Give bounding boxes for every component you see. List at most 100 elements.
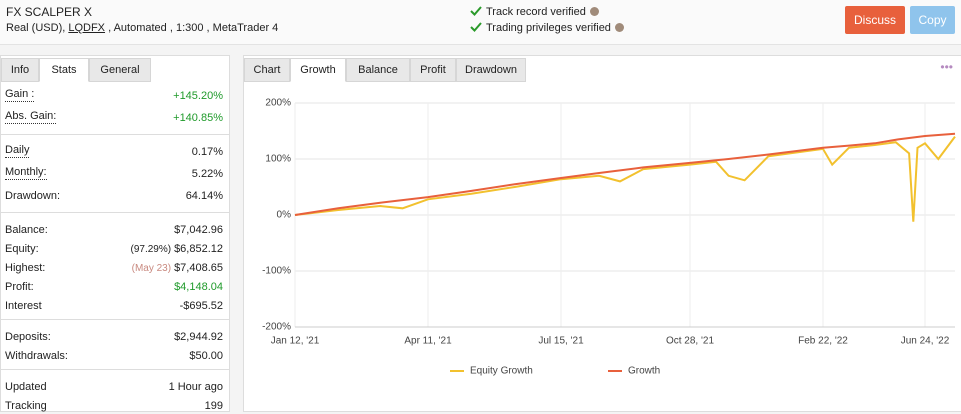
check-icon: [470, 22, 482, 32]
y-tick-label: -200%: [262, 322, 291, 333]
info-icon[interactable]: [589, 7, 599, 16]
stat-value: 64.14%: [186, 188, 223, 204]
chart-menu[interactable]: •••: [940, 60, 953, 74]
stat-row: Withdrawals: $50.00: [5, 348, 223, 364]
stat-row: Equity: (97.29%) $6,852.12: [5, 241, 223, 257]
stat-label[interactable]: Monthly:: [5, 166, 47, 180]
stat-value-text: $2,944.92: [174, 331, 223, 343]
title: FX SCALPER X: [6, 5, 93, 19]
stat-value: $50.00: [189, 348, 223, 364]
stat-value-text: 199: [204, 400, 223, 412]
stat-label: Equity:: [5, 243, 39, 255]
check-icon: [470, 6, 482, 16]
stat-label: Deposits:: [5, 331, 51, 343]
stat-row: Daily 0.17%: [5, 144, 223, 160]
stats-panel: Info Stats General Gain : +145.20% Abs. Gain:…: [0, 55, 230, 412]
stat-row: Gain : +145.20%: [5, 88, 223, 104]
x-tick-label: Jun 24, '22: [901, 336, 950, 347]
separator: [1, 134, 229, 135]
separator: [1, 319, 229, 320]
tab[interactable]: Profit: [410, 58, 456, 82]
stat-value-text: +140.85%: [173, 112, 223, 124]
stat-value: (May 23) $7,408.65: [132, 260, 223, 277]
stat-label: Balance:: [5, 224, 48, 236]
tab[interactable]: Chart: [244, 58, 290, 82]
copy-button[interactable]: Copy: [910, 6, 955, 34]
stat-row: Tracking 199: [5, 398, 223, 414]
stat-label[interactable]: Gain :: [5, 88, 35, 102]
stat-value: $7,042.96: [174, 222, 223, 238]
stat-value: -$695.52: [180, 298, 223, 314]
stat-label: Tracking: [5, 400, 47, 412]
stat-value-text: 0.17%: [191, 146, 223, 158]
verified-text: Trading privileges verified: [486, 22, 611, 34]
stat-value-text: $6,852.12: [174, 243, 223, 255]
subtitle: Real (USD), LQDFX , Automated , 1:300 , …: [6, 22, 278, 34]
stat-value: (97.29%) $6,852.12: [130, 241, 223, 258]
stat-note: (97.29%): [130, 244, 172, 255]
stat-value: 1 Hour ago: [169, 379, 223, 395]
stat-value-text: $50.00: [189, 350, 223, 362]
discuss-button[interactable]: Discuss: [845, 6, 905, 34]
broker-link[interactable]: LQDFX: [68, 22, 106, 34]
y-tick-label: 0%: [277, 210, 292, 221]
stat-value-text: 64.14%: [185, 190, 223, 202]
stat-value-text: $7,408.65: [174, 262, 223, 274]
stat-label[interactable]: Abs. Gain:: [5, 110, 57, 124]
tab[interactable]: Growth: [290, 58, 346, 82]
stat-value: 199: [205, 398, 223, 414]
tab[interactable]: Stats: [39, 58, 89, 82]
stat-label: Withdrawals:: [5, 350, 68, 362]
legend-label: Equity Growth: [470, 366, 533, 377]
x-tick-label: Apr 11, '21: [404, 336, 452, 347]
chart-panel: Chart Growth Balance Profit Drawdown •••: [243, 55, 961, 412]
separator: [1, 212, 229, 213]
stat-value: $2,944.92: [174, 329, 223, 345]
series-line: [294, 136, 956, 222]
stat-label: Highest:: [5, 262, 46, 274]
x-tick-label: Feb 22, '22: [798, 336, 848, 347]
tab[interactable]: Drawdown: [456, 58, 526, 82]
stat-row: Balance: $7,042.96: [5, 222, 223, 238]
x-tick-label: Jul 15, '21: [538, 336, 584, 347]
stat-value-text: 5.22%: [191, 168, 223, 180]
series-line: [294, 132, 956, 216]
tab[interactable]: Balance: [346, 58, 410, 82]
info-icon[interactable]: [614, 23, 624, 32]
stat-row: Abs. Gain: +140.85%: [5, 110, 223, 126]
stat-value: +145.20%: [173, 88, 223, 104]
stat-value-text: -$695.52: [179, 300, 223, 312]
verified-text: Track record verified: [486, 6, 586, 18]
separator: [1, 369, 229, 370]
stat-value: 0.17%: [192, 144, 223, 160]
stat-value: 5.22%: [192, 166, 223, 182]
y-tick-label: -100%: [262, 266, 291, 277]
stat-value-text: $7,042.96: [174, 224, 223, 236]
stat-label: Profit:: [5, 281, 34, 293]
stat-value: $4,148.04: [174, 279, 223, 295]
stat-note: (May 23): [131, 263, 172, 274]
stat-label: Drawdown:: [5, 190, 61, 202]
legend-label: Growth: [628, 366, 660, 377]
tab[interactable]: Info: [1, 58, 39, 82]
verified-item: Trading privileges verified: [470, 20, 624, 36]
stat-label[interactable]: Daily: [5, 144, 30, 158]
stat-row: Profit: $4,148.04: [5, 279, 223, 295]
x-tick-label: Jan 12, '21: [271, 336, 320, 347]
stat-value: +140.85%: [173, 110, 223, 126]
stat-value-text: $4,148.04: [174, 281, 223, 293]
stat-row: Interest -$695.52: [5, 298, 223, 314]
y-tick-label: 100%: [265, 154, 291, 165]
stat-row: Drawdown: 64.14%: [5, 188, 223, 204]
y-tick-label: 200%: [265, 98, 291, 109]
verified-item: Track record verified: [470, 4, 599, 20]
subtitle-text: Real (USD),: [6, 22, 69, 34]
stat-row: Highest: (May 23) $7,408.65: [5, 260, 223, 276]
stat-label: Interest: [5, 300, 42, 312]
header: FX SCALPER X Real (USD), LQDFX , Automat…: [0, 0, 961, 45]
subtitle-text: , Automated , 1:300 , MetaTrader 4: [105, 22, 279, 34]
stat-row: Updated 1 Hour ago: [5, 379, 223, 395]
tab[interactable]: General: [89, 58, 151, 82]
